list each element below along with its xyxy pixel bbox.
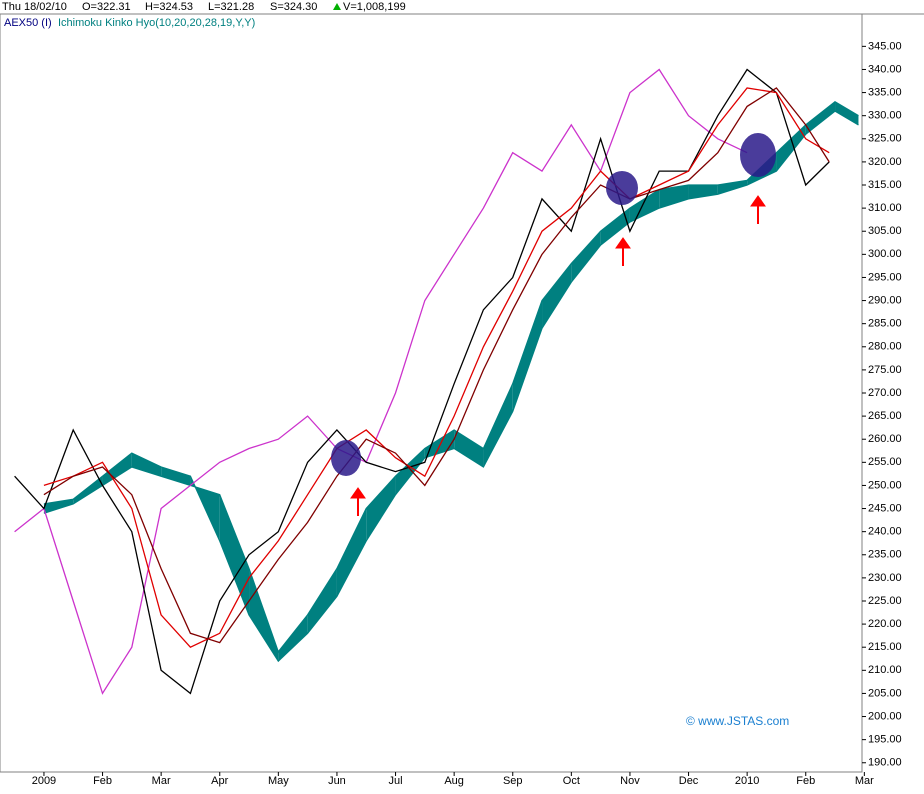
cloud-segment <box>249 568 279 662</box>
cloud-segment <box>395 448 425 495</box>
x-tick-label: Nov <box>620 775 640 787</box>
x-tick-label: Apr <box>211 775 228 787</box>
series-line <box>43 87 830 648</box>
y-tick-label: 200.00 <box>868 710 902 722</box>
cloud-segment <box>835 101 859 125</box>
cloud-segment <box>336 508 367 597</box>
y-tick-label: 250.00 <box>868 479 902 491</box>
cloud-segment <box>629 189 660 222</box>
y-tick-label: 325.00 <box>868 133 902 145</box>
x-tick-label: Oct <box>563 775 580 787</box>
y-tick-label: 300.00 <box>868 248 902 260</box>
y-tick-label: 310.00 <box>868 202 902 214</box>
highlight-circle <box>606 171 638 205</box>
cloud-segment <box>73 476 103 504</box>
header-open: O=322.31 <box>82 1 131 13</box>
y-tick-label: 305.00 <box>868 225 902 237</box>
series-line <box>14 68 748 695</box>
y-tick-label: 245.00 <box>868 502 902 514</box>
cloud-segment <box>307 568 337 634</box>
x-tick-label: Aug <box>444 775 464 787</box>
cloud-segment <box>131 453 162 477</box>
header-bar <box>0 0 924 14</box>
cloud-segment <box>219 494 250 615</box>
plot-border <box>0 13 863 773</box>
y-tick-label: 335.00 <box>868 86 902 98</box>
y-tick-label: 255.00 <box>868 456 902 468</box>
y-tick-label: 340.00 <box>868 63 902 75</box>
cloud-segment <box>483 383 513 467</box>
cloud-segment <box>659 185 689 209</box>
x-tick-label: Mar <box>855 775 874 787</box>
y-tick-label: 265.00 <box>868 410 902 422</box>
cloud-segment <box>278 614 308 662</box>
cloud-segment <box>454 429 484 467</box>
x-tick-label: Sep <box>503 775 523 787</box>
cloud-segment <box>776 124 806 172</box>
series-line <box>43 110 859 663</box>
watermark: © www.JSTAS.com <box>686 714 789 728</box>
cloud-segment <box>161 466 191 486</box>
x-tick-label: May <box>268 775 289 787</box>
highlight-circle <box>740 133 776 177</box>
legend-indicator: Ichimoku Kinko Hyo(10,20,20,28,19,Y,Y) <box>58 17 255 29</box>
y-tick-label: 225.00 <box>868 595 902 607</box>
y-tick-label: 260.00 <box>868 433 902 445</box>
y-tick-label: 235.00 <box>868 549 902 561</box>
y-tick-label: 290.00 <box>868 294 902 306</box>
x-tick-label: Dec <box>679 775 699 787</box>
cloud-segment <box>805 101 836 135</box>
y-tick-label: 330.00 <box>868 110 902 122</box>
series-line <box>43 101 859 654</box>
x-tick-label: Mar <box>152 775 171 787</box>
cloud-segment <box>102 453 132 486</box>
x-tick-label: 2009 <box>32 775 56 787</box>
series-line <box>43 87 830 644</box>
x-tick-label: Feb <box>93 775 112 787</box>
arrow-head <box>350 487 366 499</box>
y-tick-label: 275.00 <box>868 364 902 376</box>
y-tick-label: 320.00 <box>868 156 902 168</box>
y-tick-label: 270.00 <box>868 387 902 399</box>
marks <box>14 68 859 695</box>
series-line <box>14 68 830 695</box>
highlight-circle <box>331 440 361 476</box>
y-tick-label: 190.00 <box>868 757 902 769</box>
arrows <box>350 195 766 516</box>
cloud-segment <box>366 476 396 541</box>
y-tick-label: 215.00 <box>868 641 902 653</box>
header-volume: V=1,008,199 <box>343 1 406 13</box>
arrow-head <box>615 237 631 249</box>
y-tick-label: 345.00 <box>868 40 902 52</box>
x-tick-label: Jul <box>389 775 403 787</box>
header-high: H=324.53 <box>145 1 193 13</box>
arrow-head <box>750 195 766 207</box>
x-tick-label: 2010 <box>735 775 759 787</box>
header-low: L=321.28 <box>208 1 254 13</box>
x-tick-label: Feb <box>796 775 815 787</box>
y-tick-label: 195.00 <box>868 734 902 746</box>
y-tick-label: 230.00 <box>868 572 902 584</box>
y-tick-label: 280.00 <box>868 341 902 353</box>
up-icon <box>333 3 341 10</box>
y-tick-label: 315.00 <box>868 179 902 191</box>
y-tick-label: 240.00 <box>868 526 902 538</box>
cloud-segment <box>600 208 630 246</box>
cloud-segment <box>512 300 543 412</box>
header-date: Thu 18/02/10 <box>2 1 67 13</box>
header-close: S=324.30 <box>270 1 317 13</box>
y-tick-label: 210.00 <box>868 664 902 676</box>
x-tick-label: Jun <box>328 775 346 787</box>
y-tick-label: 285.00 <box>868 318 902 330</box>
cloud-segment <box>542 263 572 329</box>
y-tick-label: 205.00 <box>868 687 902 699</box>
legend-instrument: AEX50 (I) <box>4 17 52 29</box>
cloud-segment <box>571 231 601 283</box>
y-tick-label: 220.00 <box>868 618 902 630</box>
y-tick-label: 295.00 <box>868 271 902 283</box>
